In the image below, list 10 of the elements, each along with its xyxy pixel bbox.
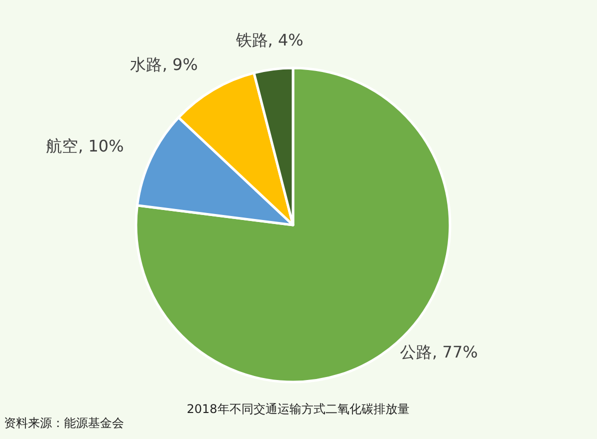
slice-label: 铁路 bbox=[234, 30, 268, 50]
slice-label: 水路 bbox=[130, 55, 162, 74]
text: 2018年不同交通运输方式二氧化碳排放量 bbox=[186, 402, 410, 416]
text: 资料来源：能源基金会 bbox=[4, 416, 124, 430]
slice-label: 公路 bbox=[400, 342, 432, 362]
data-label: , 9% bbox=[162, 55, 198, 74]
data-label: , 77% bbox=[432, 342, 478, 362]
data-label: , 4% bbox=[268, 30, 304, 50]
slice-label: 航空 bbox=[46, 136, 78, 156]
data-label: , 10% bbox=[78, 136, 124, 156]
